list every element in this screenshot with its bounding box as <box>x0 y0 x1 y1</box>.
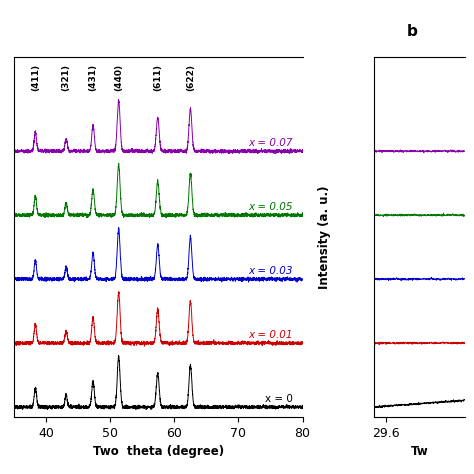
Text: (321): (321) <box>62 64 71 91</box>
Text: (431): (431) <box>89 64 98 91</box>
Text: (622): (622) <box>186 64 195 91</box>
X-axis label: Tw: Tw <box>410 446 428 458</box>
Text: x = 0.01: x = 0.01 <box>248 330 293 340</box>
Text: (440): (440) <box>114 64 123 91</box>
Text: (611): (611) <box>153 64 162 91</box>
Text: x = 0.05: x = 0.05 <box>248 202 293 212</box>
Text: b: b <box>407 24 418 39</box>
Text: (411): (411) <box>31 64 40 91</box>
Text: x = 0.07: x = 0.07 <box>248 138 293 148</box>
Text: x = 0: x = 0 <box>265 394 293 404</box>
X-axis label: Two  theta (degree): Two theta (degree) <box>93 446 224 458</box>
Text: x = 0.03: x = 0.03 <box>248 266 293 276</box>
Text: Intensity (a. u.): Intensity (a. u.) <box>318 185 331 289</box>
